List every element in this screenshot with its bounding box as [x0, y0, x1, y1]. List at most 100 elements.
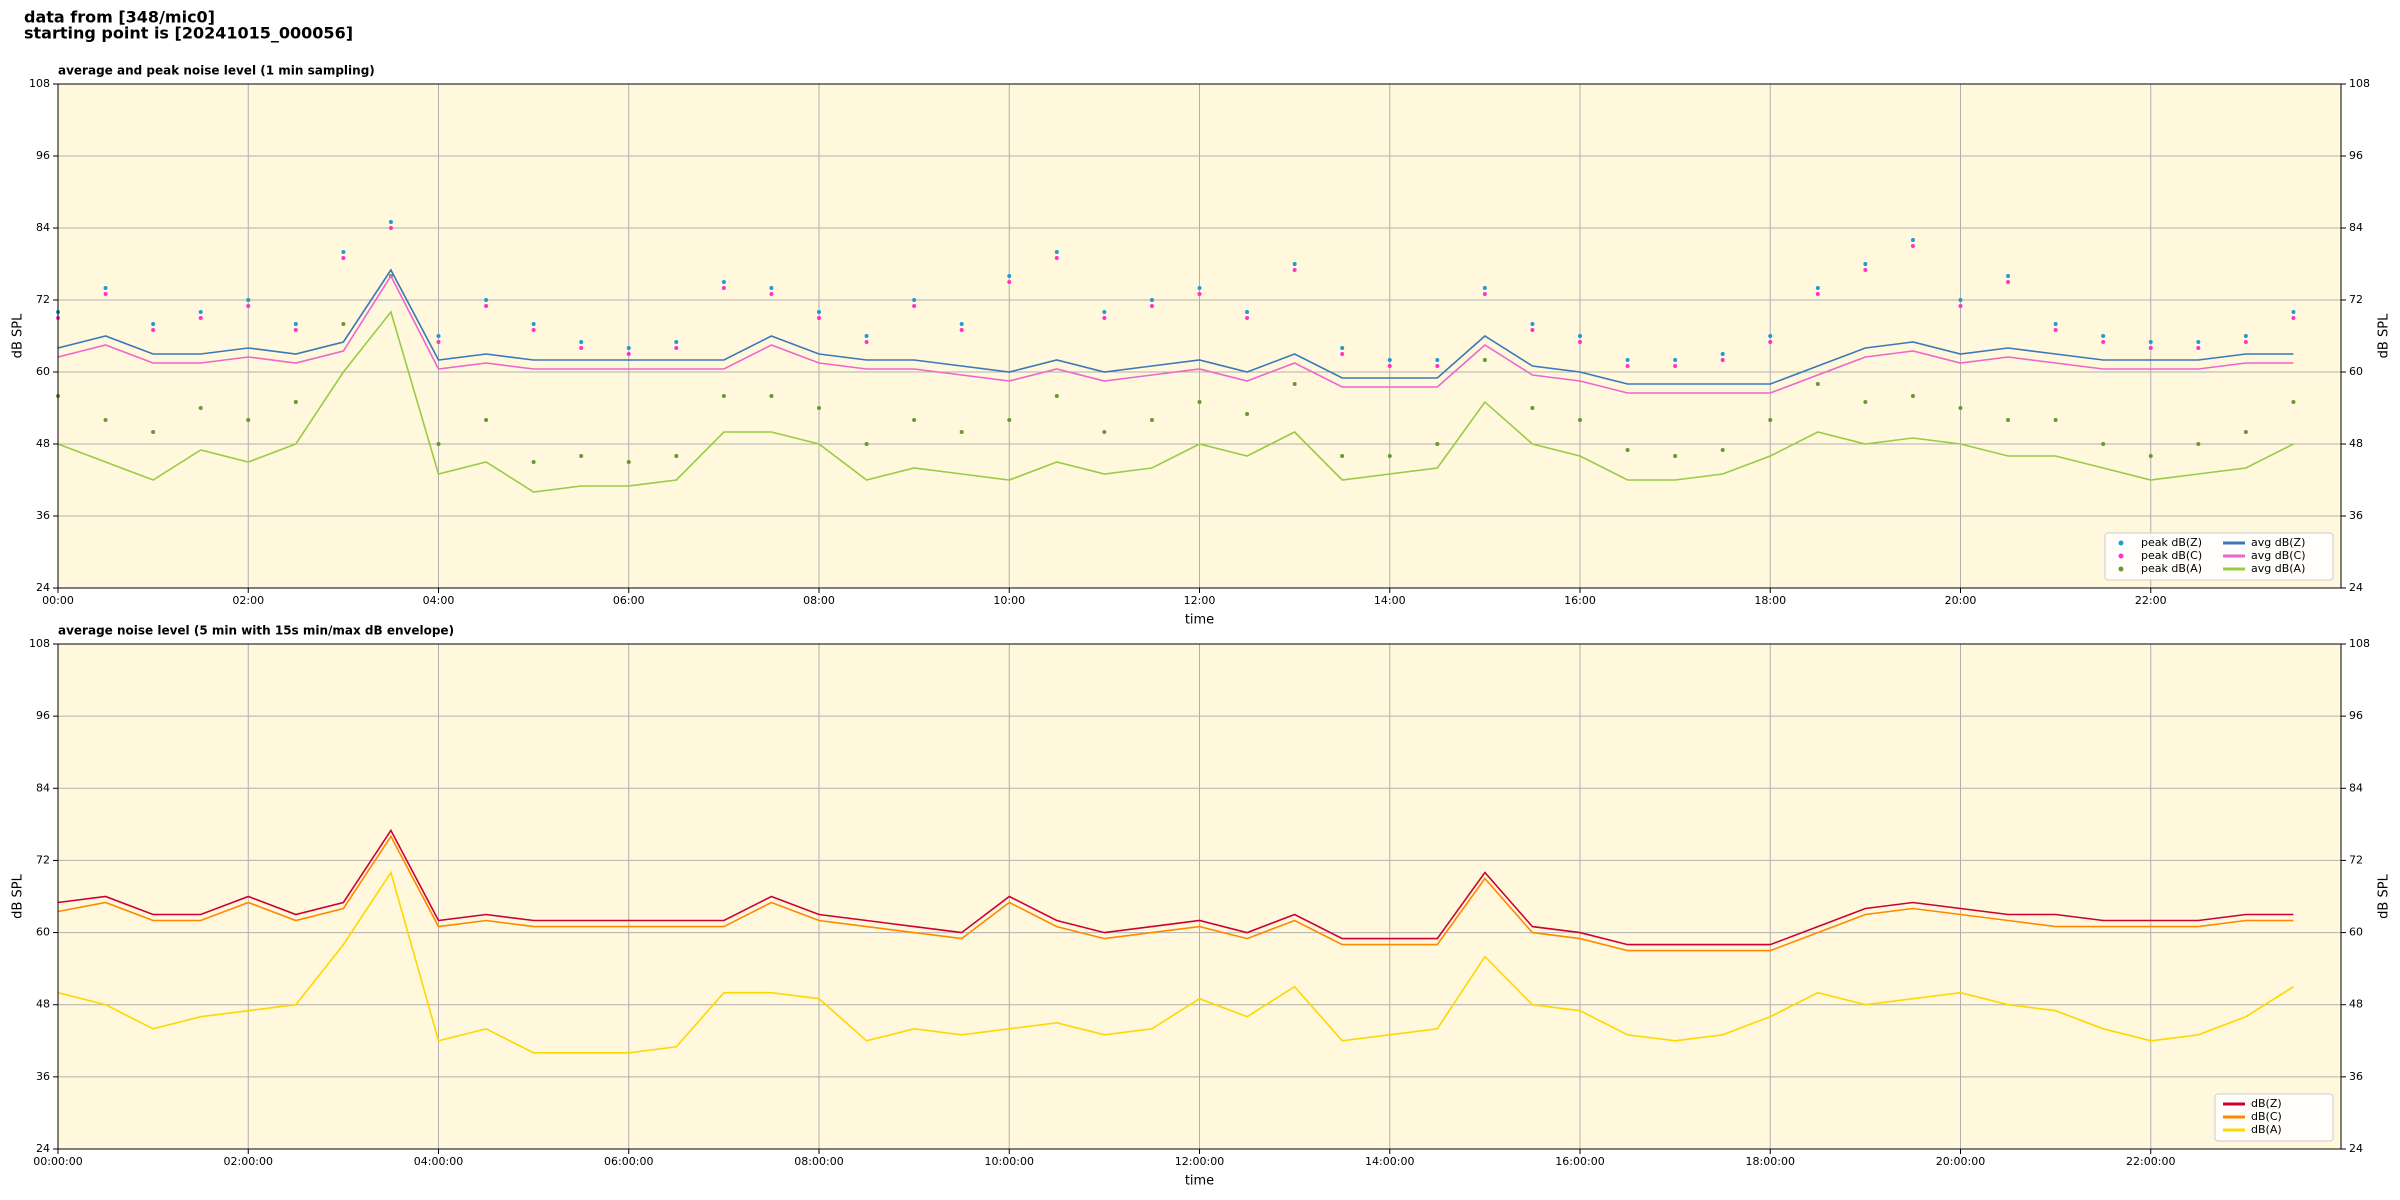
peak-point [1435, 358, 1440, 362]
peak-point [2053, 322, 2058, 326]
peak-point [1863, 268, 1868, 272]
y-tick-label: 108 [2349, 77, 2370, 90]
y-tick-label: 96 [36, 709, 50, 722]
peak-point [103, 286, 108, 290]
peak-point [151, 430, 156, 434]
peak-point [151, 322, 156, 326]
peak-point [1102, 310, 1107, 314]
peak-point [579, 340, 584, 344]
y-tick-label: 84 [2349, 781, 2363, 794]
legend-label: dB(A) [2251, 1123, 2282, 1136]
peak-point [103, 292, 108, 296]
peak-point [341, 256, 346, 260]
peak-point [2148, 346, 2153, 350]
peak-point [674, 454, 679, 458]
peak-point [1149, 418, 1154, 422]
x-tick-label: 22:00 [2135, 594, 2167, 607]
peak-point [1673, 364, 1678, 368]
peak-point [436, 340, 441, 344]
x-tick-label: 12:00:00 [1175, 1155, 1224, 1168]
peak-point [1482, 292, 1487, 296]
peak-point [1245, 310, 1250, 314]
x-axis-label: time [1185, 613, 1214, 628]
peak-point [1863, 400, 1868, 404]
peak-point [151, 328, 156, 332]
series-line [57, 828, 2294, 946]
series-line [57, 870, 2294, 1054]
peak-point [1720, 448, 1725, 452]
y-tick-label: 24 [36, 1142, 50, 1155]
peak-point [1245, 316, 1250, 320]
peak-point [1197, 292, 1202, 296]
y-axis-label: dB SPL [11, 313, 26, 358]
series-line [57, 310, 2294, 493]
peak-point [2006, 280, 2011, 284]
peak-point [912, 298, 917, 302]
peak-point [1102, 316, 1107, 320]
peak-point [1435, 364, 1440, 368]
peak-point [1958, 298, 1963, 302]
peak-point [769, 286, 774, 290]
peak-point [674, 346, 679, 350]
legend-marker [2118, 540, 2124, 546]
y-tick-label: 60 [36, 926, 50, 939]
x-tick-label: 10:00 [993, 594, 1025, 607]
peak-point [721, 394, 726, 398]
x-tick-label: 20:00:00 [1936, 1155, 1985, 1168]
peak-point [1530, 406, 1535, 410]
peak-point [484, 298, 489, 302]
y-tick-label: 48 [36, 437, 50, 450]
y-tick-label: 48 [2349, 437, 2363, 450]
x-tick-label: 08:00 [803, 594, 835, 607]
peak-point [293, 400, 298, 404]
peak-point [864, 334, 869, 338]
peak-point [2196, 346, 2201, 350]
peak-point [2101, 442, 2106, 446]
y-tick-label: 72 [36, 853, 50, 866]
chart-title: average noise level (5 min with 15s min/… [58, 624, 454, 638]
peak-point [1768, 334, 1773, 338]
peak-point [2006, 418, 2011, 422]
peak-point [579, 346, 584, 350]
peak-point [1340, 346, 1345, 350]
peak-point [103, 418, 108, 422]
peak-point [959, 430, 964, 434]
legend-label: peak dB(A) [2141, 562, 2202, 575]
peak-point [1102, 430, 1107, 434]
peak-point [2196, 442, 2201, 446]
x-tick-label: 02:00 [232, 594, 264, 607]
peak-point [1482, 358, 1487, 362]
x-tick-label: 22:00:00 [2126, 1155, 2175, 1168]
legend-label: avg dB(A) [2251, 562, 2305, 575]
plot-frame [57, 643, 2342, 1150]
peak-point [246, 304, 251, 308]
peak-point [198, 406, 203, 410]
peak-point [2196, 340, 2201, 344]
peak-point [1578, 334, 1582, 338]
peak-point [817, 406, 821, 410]
peak-point [1340, 352, 1345, 356]
peak-point [2243, 430, 2248, 434]
peak-point [1387, 364, 1392, 368]
peak-point [1768, 340, 1773, 344]
x-tick-label: 04:00 [423, 594, 455, 607]
peak-point [531, 460, 536, 464]
peak-point [912, 418, 917, 422]
x-tick-label: 06:00:00 [604, 1155, 653, 1168]
peak-point [1292, 262, 1297, 266]
header-line: starting point is [20241015_000056] [24, 24, 353, 43]
y-tick-label: 84 [36, 221, 50, 234]
legend-box [2104, 532, 2334, 581]
y-tick-label: 108 [29, 637, 50, 650]
legend-label: peak dB(C) [2141, 549, 2202, 562]
header-line: data from [348/mic0] [24, 8, 215, 27]
legend-label: avg dB(C) [2251, 549, 2306, 562]
legend-label: dB(Z) [2251, 1097, 2282, 1110]
y-tick-label: 60 [2349, 926, 2363, 939]
y-tick-label: 108 [29, 77, 50, 90]
y-tick-label: 36 [2349, 1070, 2363, 1083]
y-tick-label: 96 [2349, 149, 2363, 162]
peak-point [2101, 334, 2106, 338]
peak-point [2243, 334, 2248, 338]
